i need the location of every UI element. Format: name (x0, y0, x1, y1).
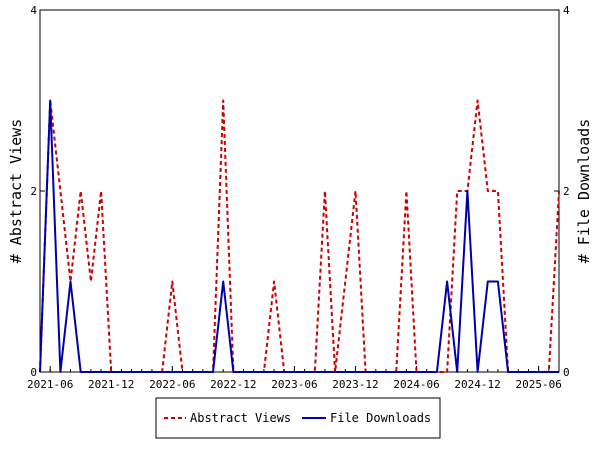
y2-tick-label: 0 (563, 366, 570, 379)
y-axis-title: # Abstract Views (7, 119, 25, 264)
axis-ticks: 2021-06 2021-12 2022-06 2022-12 2023-06 2023-… (27, 4, 570, 391)
y2-axis-title: # File Downloads (575, 119, 593, 264)
y2-tick-label: 2 (563, 185, 570, 198)
series-lines (39, 99, 560, 373)
x-tick-label: 2021-12 (88, 378, 134, 391)
legend-label-file-downloads: File Downloads (330, 411, 431, 425)
legend-label-abstract-views: Abstract Views (190, 411, 291, 425)
x-tick-label: 2025-06 (515, 378, 561, 391)
x-tick-label: 2023-12 (332, 378, 378, 391)
x-tick-label: 2024-12 (454, 378, 500, 391)
x-tick-label: 2021-06 (27, 378, 73, 391)
x-tick-label: 2023-06 (271, 378, 317, 391)
plot-area (39, 9, 560, 373)
y-tick-label: 4 (30, 4, 37, 17)
y2-tick-label: 4 (563, 4, 570, 17)
y-tick-label: 0 (30, 366, 37, 379)
y-tick-label: 2 (30, 185, 37, 198)
x-tick-label: 2022-12 (210, 378, 256, 391)
series-line-file-downloads (39, 99, 559, 373)
legend-box (155, 397, 441, 439)
x-tick-label: 2022-06 (149, 378, 195, 391)
x-tick-label: 2024-06 (393, 378, 439, 391)
legend: Abstract Views File Downloads (155, 397, 441, 439)
